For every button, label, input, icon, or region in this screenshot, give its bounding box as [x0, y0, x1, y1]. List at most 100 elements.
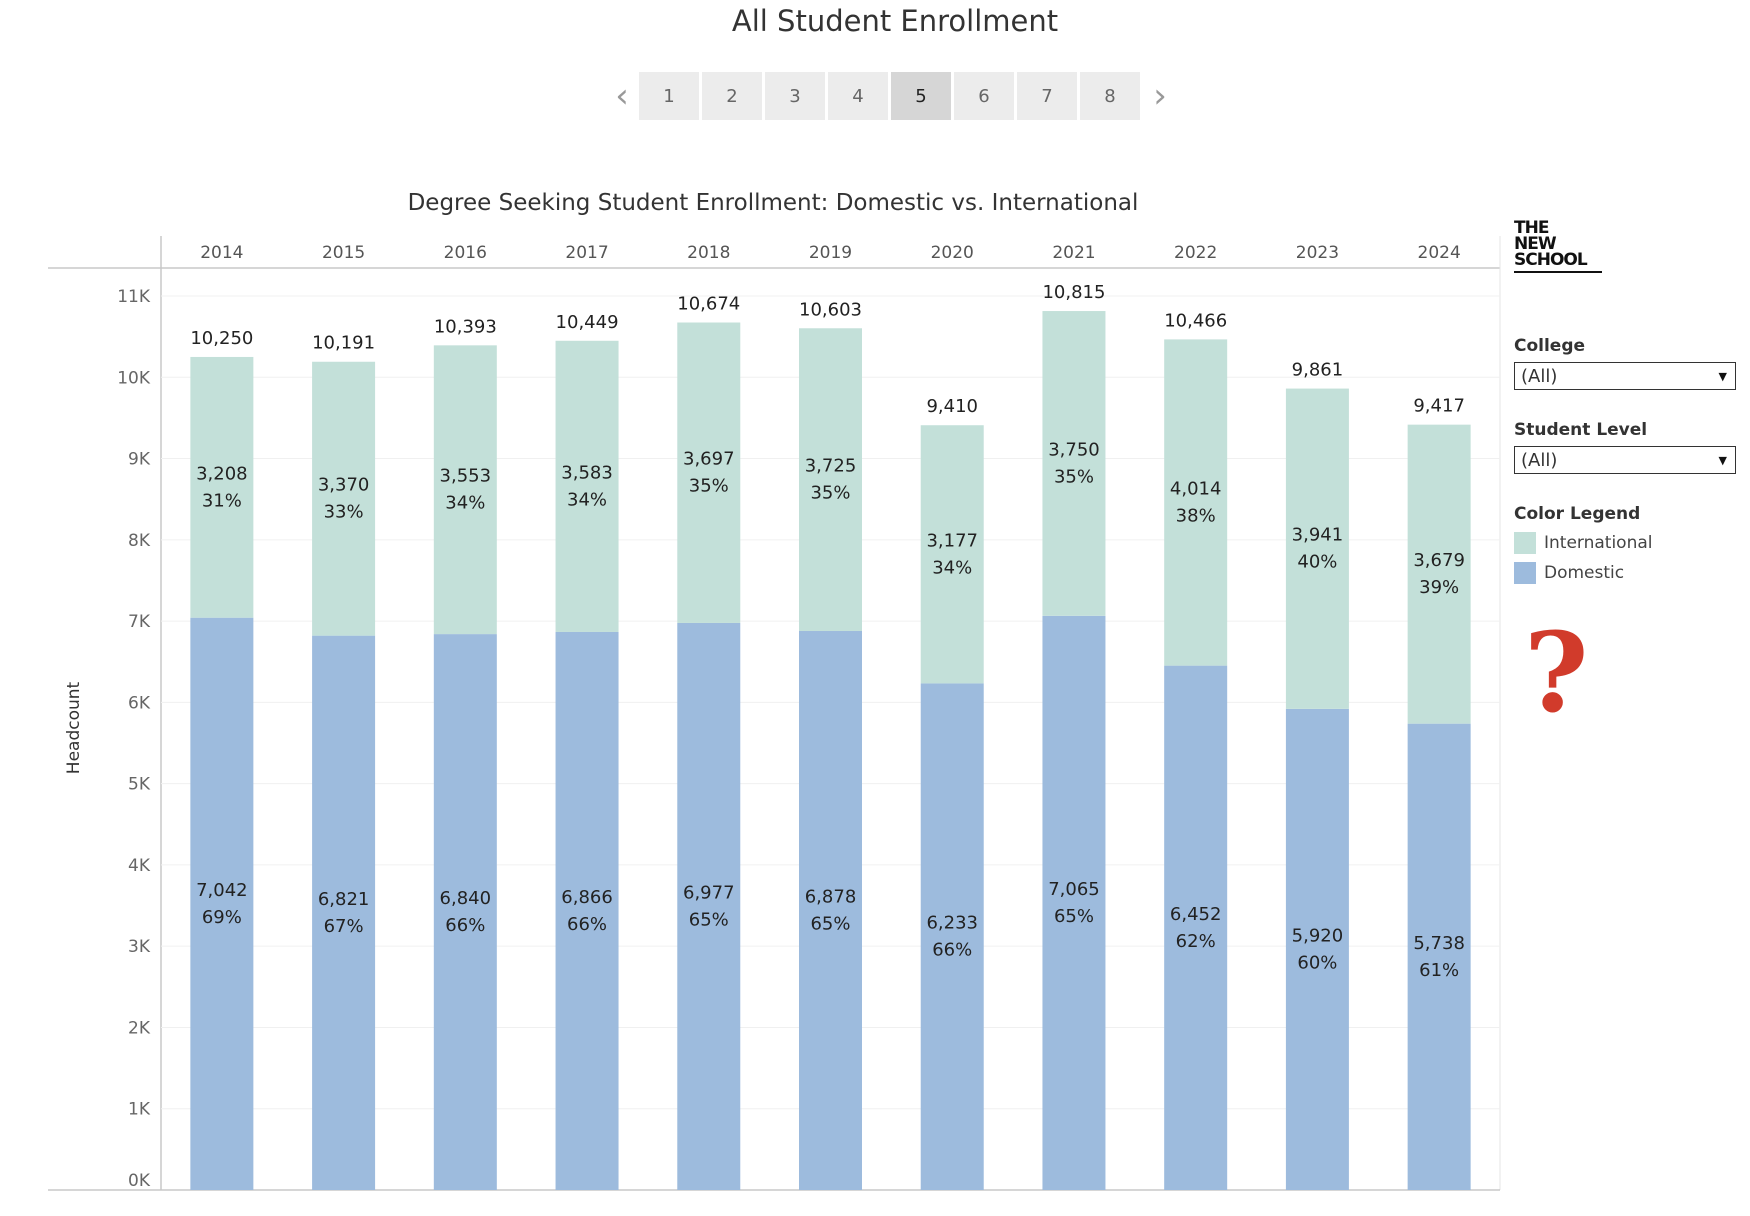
- data-label-domestic-value: 7,065: [1048, 879, 1100, 900]
- data-label-international-percent: 34%: [445, 493, 485, 514]
- bar-international: [799, 328, 862, 632]
- legend-title: Color Legend: [1514, 504, 1641, 524]
- bar-international: [312, 361, 376, 636]
- bar-domestic: [1285, 708, 1349, 1190]
- data-label-domestic-percent: 65%: [1054, 906, 1094, 927]
- data-label-domestic-percent: 66%: [567, 914, 607, 935]
- y-tick-label: 5K: [128, 775, 151, 795]
- x-tick-label: 2016: [444, 243, 487, 263]
- page-button-1[interactable]: 1: [639, 72, 699, 120]
- legend-item-international: International: [1514, 532, 1653, 554]
- data-label-total: 10,393: [434, 316, 497, 337]
- legend-swatch: [1514, 562, 1536, 584]
- page-button-5[interactable]: 5: [891, 72, 951, 120]
- x-tick-label: 2024: [1418, 243, 1461, 263]
- y-axis-label: Headcount: [64, 681, 84, 774]
- bar-international: [555, 340, 619, 632]
- data-label-domestic-percent: 60%: [1297, 952, 1337, 973]
- chevron-right-icon[interactable]: ›: [1153, 76, 1167, 116]
- college-select[interactable]: (All) ▼: [1514, 362, 1736, 390]
- data-label-international-percent: 34%: [932, 557, 972, 578]
- x-tick-label: 2017: [565, 243, 608, 263]
- data-label-domestic-value: 5,920: [1292, 925, 1344, 946]
- data-label-international-percent: 39%: [1419, 577, 1459, 598]
- legend-item-domestic: Domestic: [1514, 562, 1653, 584]
- data-label-domestic-percent: 62%: [1176, 931, 1216, 952]
- bar-domestic: [555, 631, 619, 1190]
- bar-international: [1164, 339, 1228, 666]
- data-label-international-value: 3,679: [1413, 550, 1465, 571]
- chevron-down-icon: ▼: [1718, 369, 1727, 383]
- logo-line: SCHOOL: [1514, 250, 1588, 270]
- data-label-international-percent: 38%: [1176, 506, 1216, 527]
- bar-domestic: [1164, 665, 1228, 1190]
- logo-rule: [1514, 271, 1602, 273]
- data-label-international-value: 3,553: [440, 466, 492, 487]
- help-icon[interactable]: ?: [1524, 608, 1589, 737]
- chevron-left-icon[interactable]: ‹: [615, 76, 629, 116]
- bar-domestic: [1407, 723, 1471, 1190]
- stacked-bar-chart: 0K 1K 2K 3K 4K 5K 6K 7K 8K 9K 10K 11K Headcount 2014 7…: [48, 236, 1501, 1191]
- y-tick-label: 3K: [128, 937, 151, 957]
- y-tick-label: 11K: [117, 287, 151, 307]
- legend-label: Domestic: [1544, 563, 1625, 583]
- bar-domestic: [920, 683, 984, 1190]
- page-button-2[interactable]: 2: [702, 72, 762, 120]
- data-label-domestic-value: 6,452: [1170, 904, 1222, 925]
- x-tick-label: 2019: [809, 243, 852, 263]
- data-label-total: 10,250: [190, 328, 253, 349]
- student-level-label: Student Level: [1514, 420, 1648, 440]
- x-tick-label: 2022: [1174, 243, 1217, 263]
- bar-domestic: [1042, 615, 1106, 1190]
- y-tick-label: 6K: [128, 693, 151, 713]
- data-label-international-value: 3,750: [1048, 439, 1100, 460]
- y-tick-label: 10K: [117, 368, 151, 388]
- college-label: College: [1514, 336, 1586, 356]
- data-label-total: 10,603: [799, 299, 862, 320]
- data-label-international-value: 3,208: [196, 463, 248, 484]
- college-value: (All): [1521, 365, 1558, 387]
- y-tick-label: 9K: [128, 450, 151, 470]
- bar-domestic: [433, 634, 497, 1190]
- y-tick-label: 4K: [128, 856, 151, 876]
- page-title: All Student Enrollment: [731, 4, 1059, 38]
- data-label-international-percent: 40%: [1297, 552, 1337, 573]
- data-label-domestic-percent: 67%: [324, 916, 364, 937]
- page-button-6[interactable]: 6: [954, 72, 1014, 120]
- page-button-7[interactable]: 7: [1017, 72, 1077, 120]
- legend-label: International: [1544, 533, 1653, 553]
- data-label-international-percent: 35%: [689, 476, 729, 497]
- data-label-total: 10,815: [1042, 282, 1105, 303]
- data-label-total: 9,861: [1292, 360, 1344, 381]
- data-label-international-value: 3,177: [926, 530, 978, 551]
- bar-international: [677, 322, 741, 623]
- bar-domestic: [799, 631, 862, 1190]
- data-label-domestic-value: 6,878: [805, 887, 857, 908]
- data-label-international-value: 3,941: [1292, 525, 1344, 546]
- y-tick-label: 1K: [128, 1100, 151, 1120]
- color-legend: Color Legend International Domestic: [1514, 504, 1653, 584]
- data-label-international-percent: 33%: [324, 502, 364, 523]
- data-label-international-percent: 35%: [1054, 466, 1094, 487]
- chart-title: Degree Seeking Student Enrollment: Domes…: [407, 190, 1139, 216]
- bar-international: [190, 356, 254, 618]
- data-label-domestic-percent: 65%: [689, 909, 729, 930]
- data-label-total: 9,417: [1413, 396, 1465, 417]
- bar-international: [1407, 424, 1471, 724]
- data-label-domestic-value: 6,866: [561, 887, 613, 908]
- bar-domestic: [677, 622, 741, 1190]
- college-filter: College (All) ▼: [1514, 336, 1736, 390]
- page-button-8[interactable]: 8: [1080, 72, 1140, 120]
- x-tick-label: 2015: [322, 243, 365, 263]
- data-label-international-value: 3,725: [805, 456, 857, 477]
- student-level-value: (All): [1521, 449, 1558, 471]
- x-tick-label: 2023: [1296, 243, 1339, 263]
- student-level-select[interactable]: (All) ▼: [1514, 446, 1736, 474]
- page-button-3[interactable]: 3: [765, 72, 825, 120]
- y-tick-label: 8K: [128, 531, 151, 551]
- data-label-total: 10,466: [1164, 310, 1227, 331]
- page-button-4[interactable]: 4: [828, 72, 888, 120]
- data-label-domestic-percent: 66%: [445, 915, 485, 936]
